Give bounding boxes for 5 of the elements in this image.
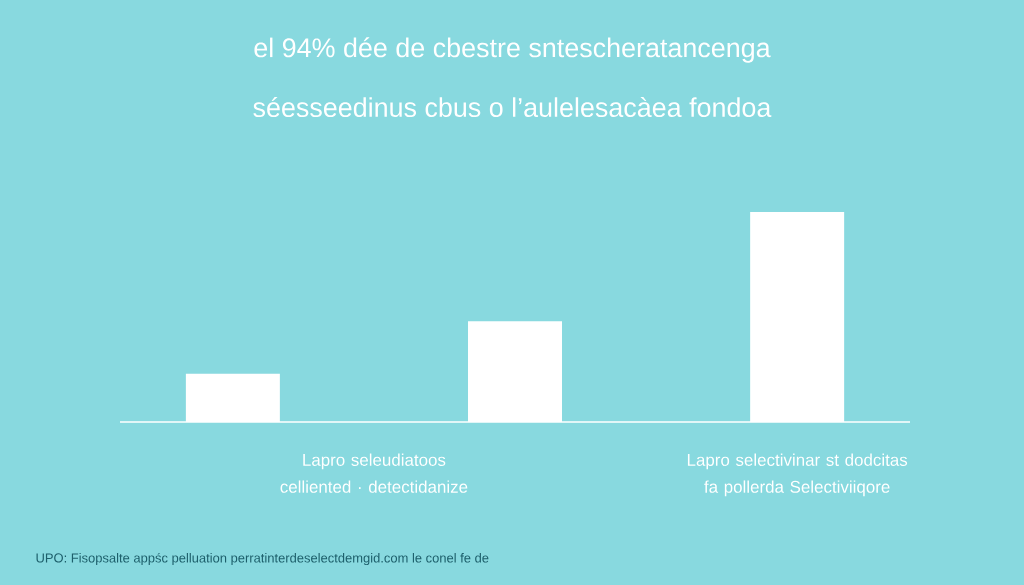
text: UPO: Fisopsalte appśc pelluation perratinterdeselectdemgid.com le conel fe de — [36, 552, 489, 566]
chart-title: el 94% dée de cbestre sntescheratancenga — [254, 37, 771, 63]
text: Lapro seleudiatoos celliented · detectidanize — [280, 453, 468, 493]
chart-subtitle: séesseedinus cbus o l’aulelesacàea fondoa — [253, 96, 772, 118]
text: Lapro selectivinar st dodcitas fa pollerda Selectiviiqore — [687, 453, 908, 497]
